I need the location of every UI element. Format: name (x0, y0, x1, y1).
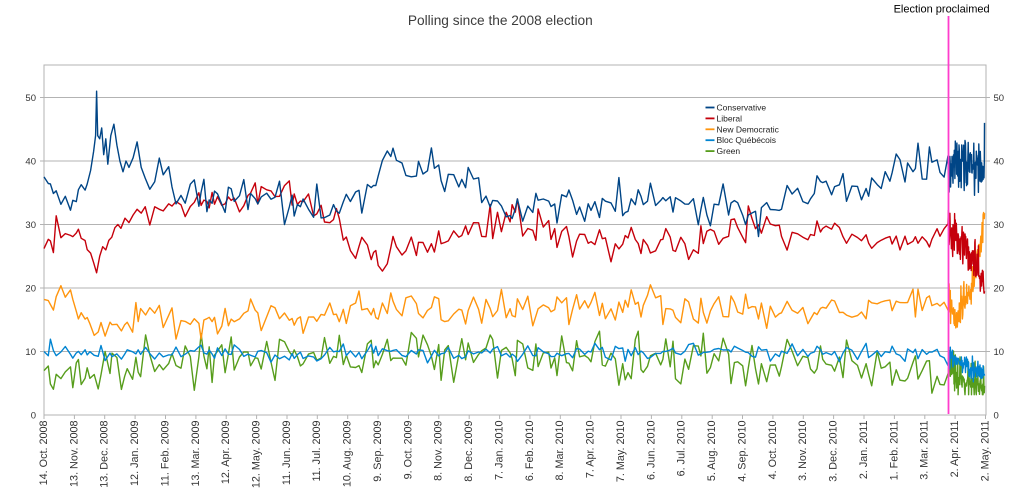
svg-text:10: 10 (25, 347, 36, 358)
svg-text:7. Apr. 2010: 7. Apr. 2010 (585, 421, 597, 479)
svg-text:8. Dec. 2009: 8. Dec. 2009 (463, 421, 475, 482)
svg-text:New Democratic: New Democratic (717, 124, 780, 134)
svg-text:Election proclaimed: Election proclaimed (894, 4, 990, 16)
svg-text:20: 20 (994, 283, 1005, 294)
svg-text:2. Apr. 2011: 2. Apr. 2011 (949, 421, 961, 478)
svg-text:3. Mar. 2011: 3. Mar. 2011 (919, 421, 931, 480)
svg-text:4. Sep. 2010: 4. Sep. 2010 (736, 421, 748, 482)
svg-text:9. Oct. 2009: 9. Oct. 2009 (402, 421, 414, 480)
svg-text:11. Jun. 2009: 11. Jun. 2009 (281, 421, 293, 486)
svg-text:Polling since the 2008 electio: Polling since the 2008 election (408, 13, 593, 28)
svg-text:Green: Green (717, 146, 741, 156)
svg-text:12. Apr. 2009: 12. Apr. 2009 (220, 421, 232, 485)
svg-text:Liberal: Liberal (717, 113, 743, 123)
svg-text:40: 40 (25, 156, 36, 167)
svg-text:1. Feb. 2011: 1. Feb. 2011 (888, 421, 900, 481)
svg-text:20: 20 (25, 283, 36, 294)
svg-text:13. Nov. 2008: 13. Nov. 2008 (68, 421, 80, 487)
svg-text:4. Oct. 2010: 4. Oct. 2010 (767, 421, 779, 480)
svg-text:Bloc Québécois: Bloc Québécois (717, 135, 777, 145)
svg-text:12. Jan. 2009: 12. Jan. 2009 (129, 421, 141, 486)
svg-text:12. May. 2009: 12. May. 2009 (250, 421, 262, 489)
svg-text:13. Mar. 2009: 13. Mar. 2009 (190, 421, 202, 487)
svg-text:10: 10 (994, 347, 1005, 358)
svg-text:50: 50 (25, 93, 36, 104)
svg-text:8. Mar. 2010: 8. Mar. 2010 (554, 421, 566, 481)
svg-text:10. Aug. 2009: 10. Aug. 2009 (342, 421, 354, 488)
svg-text:3. Nov. 2010: 3. Nov. 2010 (797, 421, 809, 481)
svg-text:40: 40 (994, 156, 1005, 167)
svg-text:0: 0 (994, 410, 999, 421)
svg-text:6. Jul. 2010: 6. Jul. 2010 (676, 421, 688, 477)
svg-text:2. May. 2011: 2. May. 2011 (979, 421, 991, 482)
svg-text:5. Aug. 2010: 5. Aug. 2010 (706, 421, 718, 482)
svg-text:13. Dec. 2008: 13. Dec. 2008 (99, 421, 111, 488)
svg-text:2. Jan. 2011: 2. Jan. 2011 (858, 421, 870, 480)
svg-text:8. Nov. 2009: 8. Nov. 2009 (433, 421, 445, 481)
svg-text:14. Oct. 2008: 14. Oct. 2008 (38, 421, 50, 486)
svg-text:11. Jul. 2009: 11. Jul. 2009 (311, 421, 323, 482)
svg-text:Conservative: Conservative (717, 103, 767, 113)
svg-text:7. Jan. 2010: 7. Jan. 2010 (493, 420, 505, 479)
svg-text:7. May. 2010: 7. May. 2010 (615, 421, 627, 483)
svg-text:3. Dec. 2010: 3. Dec. 2010 (827, 421, 839, 482)
svg-text:50: 50 (994, 93, 1005, 104)
svg-text:11. Feb. 2009: 11. Feb. 2009 (159, 421, 171, 487)
svg-text:30: 30 (994, 220, 1005, 231)
svg-text:0: 0 (31, 410, 36, 421)
svg-text:6. Feb. 2010: 6. Feb. 2010 (524, 421, 536, 482)
svg-text:9. Sep. 2009: 9. Sep. 2009 (372, 421, 384, 482)
svg-text:6. Jun. 2010: 6. Jun. 2010 (645, 421, 657, 480)
svg-text:30: 30 (25, 220, 36, 231)
